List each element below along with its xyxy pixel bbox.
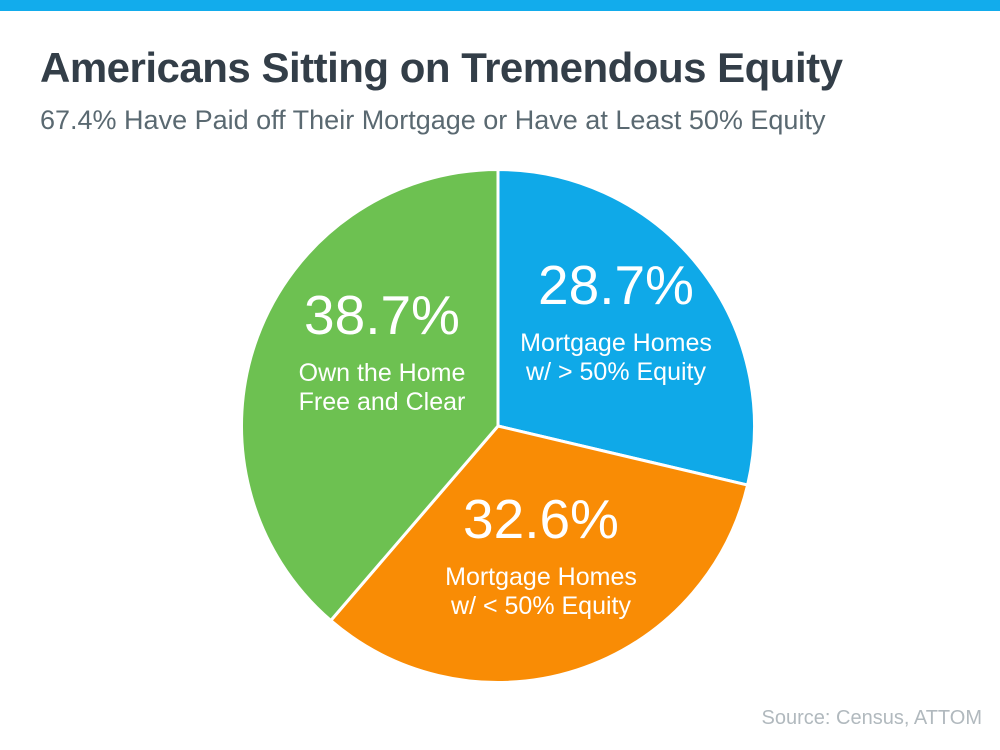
pie-chart-svg [240, 168, 756, 684]
slice-caption: Mortgage Homes w/ < 50% Equity [445, 563, 637, 620]
accent-bar [0, 0, 1000, 11]
source-attribution: Source: Census, ATTOM [761, 707, 982, 729]
pie-chart: 28.7% Mortgage Homes w/ > 50% Equity 32.… [239, 167, 757, 685]
slice-caption: Own the Home Free and Clear [298, 359, 466, 416]
slice-value: 28.7% [538, 254, 694, 316]
slice-label-mortgage-gt-50-equity: 28.7% Mortgage Homes w/ > 50% Equity [520, 258, 712, 387]
slice-caption: Mortgage Homes w/ > 50% Equity [520, 329, 712, 386]
pie-slice-mortgage-lt-50-equity [329, 424, 750, 684]
pie-slice-mortgage-gt-50-equity [496, 168, 756, 487]
slice-value: 38.7% [304, 284, 460, 346]
slice-value: 32.6% [463, 488, 619, 550]
slice-label-mortgage-lt-50-equity: 32.6% Mortgage Homes w/ < 50% Equity [445, 492, 637, 621]
page-subtitle: 67.4% Have Paid off Their Mortgage or Ha… [40, 105, 826, 135]
pie-slice-free-and-clear [240, 168, 500, 623]
slice-label-free-and-clear: 38.7% Own the Home Free and Clear [299, 288, 466, 417]
page-title: Americans Sitting on Tremendous Equity [40, 44, 843, 91]
